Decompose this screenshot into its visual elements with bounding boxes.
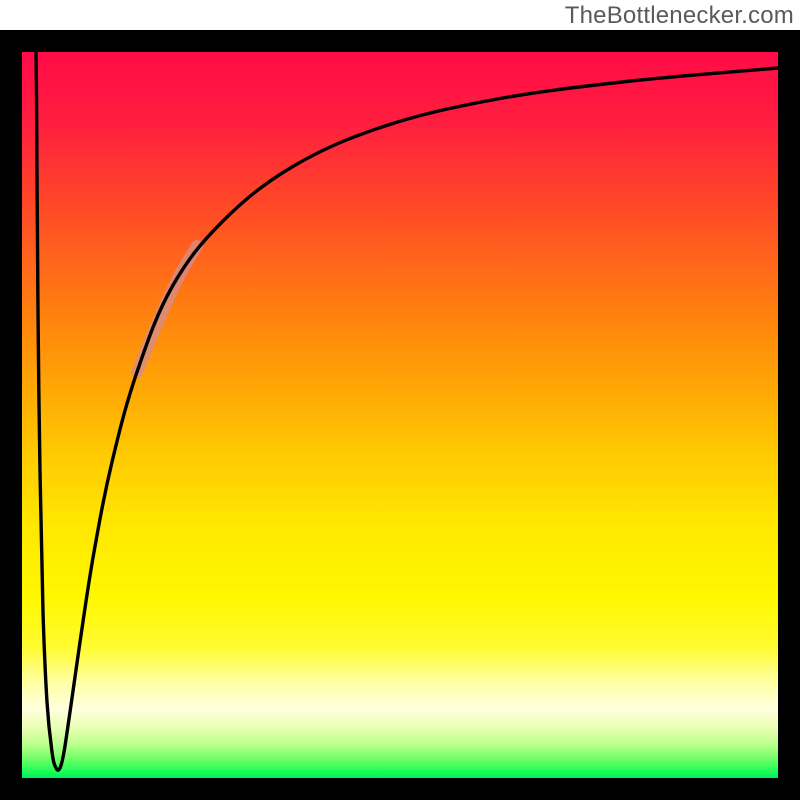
watermark-text: TheBottlenecker.com — [565, 2, 794, 30]
chart-svg — [22, 52, 778, 778]
highlight-segment — [137, 246, 197, 372]
plot-area — [22, 52, 778, 778]
bottleneck-curve — [36, 52, 778, 770]
chart-outer — [0, 30, 800, 800]
